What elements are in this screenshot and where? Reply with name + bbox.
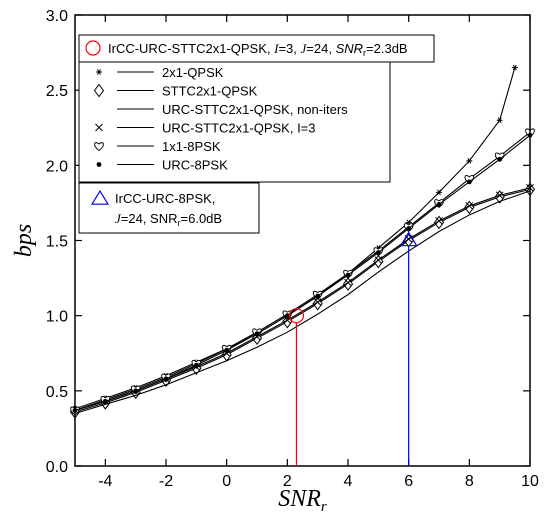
annotation-box-blue	[78, 182, 260, 234]
x-tick-label: 6	[404, 473, 413, 490]
annotation-label-blue-line1: IrCC-URC-8PSK,	[115, 191, 215, 206]
legend-label: URC-STTC2x1-QPSK, I=3	[162, 121, 316, 136]
x-tick-label: 2	[283, 473, 292, 490]
legend-label: URC-STTC2x1-QPSK, non-iters	[162, 102, 348, 117]
series-line	[74, 131, 531, 411]
legend-entry-sttc2x1-qpsk: STTC2x1-QPSK	[93, 83, 258, 99]
series-point	[193, 362, 199, 368]
annotation-triangle-icon	[90, 189, 110, 205]
y-axis-label: bps	[11, 224, 37, 257]
legend-entry-urc-sttc2x1-qpsk-non-iters: URC-STTC2x1-QPSK, non-iters	[117, 102, 348, 117]
series-point	[312, 296, 323, 311]
y-tick-label: 1.0	[46, 309, 68, 326]
operating-point-marker	[399, 231, 418, 247]
series-point	[466, 157, 473, 164]
x-axis-label: SNRr	[278, 486, 327, 515]
legend-marker	[96, 69, 102, 75]
annotation-label-blue-line2: J=24, SNRr=6.0dB	[115, 211, 222, 228]
x-tick-label: 4	[344, 473, 353, 490]
legend-label: 1x1-8PSK	[162, 139, 221, 154]
series-point	[497, 156, 503, 162]
series-point	[436, 202, 442, 207]
legend-label: 2x1-QPSK	[162, 65, 224, 80]
series-point	[406, 226, 412, 231]
operating-point-red	[288, 308, 305, 466]
series-point	[345, 272, 351, 278]
series-point	[435, 217, 443, 225]
legend-label: URC-8PSK	[162, 158, 228, 173]
x-tick-label: -4	[98, 473, 112, 490]
legend-marker	[95, 123, 103, 132]
legend-entry-urc-8psk: URC-8PSK	[96, 158, 228, 173]
legend-marker	[96, 162, 102, 167]
y-tick-label: 0.5	[46, 384, 68, 401]
annotations: IrCC-URC-STTC2x1-QPSK, I=3, J=24, SNRr=2…	[78, 34, 435, 466]
series-point	[466, 179, 472, 185]
series-point	[511, 64, 518, 71]
series-line	[74, 134, 531, 411]
x-tick-label: 8	[465, 473, 474, 490]
annotation-label-red: IrCC-URC-STTC2x1-QPSK, I=3, J=24, SNRr=2…	[108, 41, 408, 58]
series-point	[313, 298, 322, 306]
operating-point-marker	[288, 308, 305, 324]
series-point	[374, 256, 383, 264]
y-tick-label: 3.0	[46, 8, 68, 25]
legend-label: STTC2x1-QPSK	[162, 84, 258, 99]
x-tick-label: 0	[222, 473, 231, 490]
series-point	[495, 191, 504, 200]
series-point	[344, 278, 352, 287]
series-point	[436, 189, 442, 196]
series-point	[163, 376, 169, 382]
series-point	[284, 313, 290, 319]
series-point	[496, 117, 503, 124]
annotation-box-red	[78, 34, 435, 63]
series-point	[254, 331, 260, 337]
y-tick-label: 0.0	[46, 459, 68, 476]
legend-box	[78, 59, 391, 183]
series-line	[74, 190, 531, 414]
series-point	[315, 293, 321, 299]
series-urc-8psk	[72, 132, 533, 413]
y-tick-label: 1.5	[46, 234, 68, 251]
series-urc-sttc2x1-qpsk-non-iters	[74, 190, 531, 414]
y-tick-label: 2.5	[46, 83, 68, 100]
series-point	[133, 388, 139, 394]
series-point	[224, 347, 230, 353]
legend-entry-urc-sttc2x1-qpsk-i-3: URC-STTC2x1-QPSK, I=3	[95, 121, 316, 136]
legend-entry-2x1-qpsk: 2x1-QPSK	[96, 65, 224, 80]
annotation-circle-icon	[85, 40, 101, 56]
legend: 2x1-QPSK STTC2x1-QPSK URC-STTC2x1-QPSK, no…	[78, 59, 391, 183]
series-point	[102, 398, 108, 404]
legend-entry-1x1-8psk: 1x1-8PSK	[94, 139, 221, 154]
x-tick-label: 10	[521, 473, 539, 490]
y-tick-label: 2.0	[46, 158, 68, 175]
legend-marker	[94, 142, 104, 152]
operating-point-blue	[399, 231, 418, 466]
series-point	[465, 202, 474, 210]
x-tick-label: -2	[159, 473, 173, 490]
series-point	[375, 250, 381, 255]
axes: -4 -2 0 2 4 6 8 10 0.0 0.5 1.0 1.5 2.0 2.5 3.0 SNRr bps	[11, 8, 539, 515]
legend-marker	[93, 83, 105, 98]
